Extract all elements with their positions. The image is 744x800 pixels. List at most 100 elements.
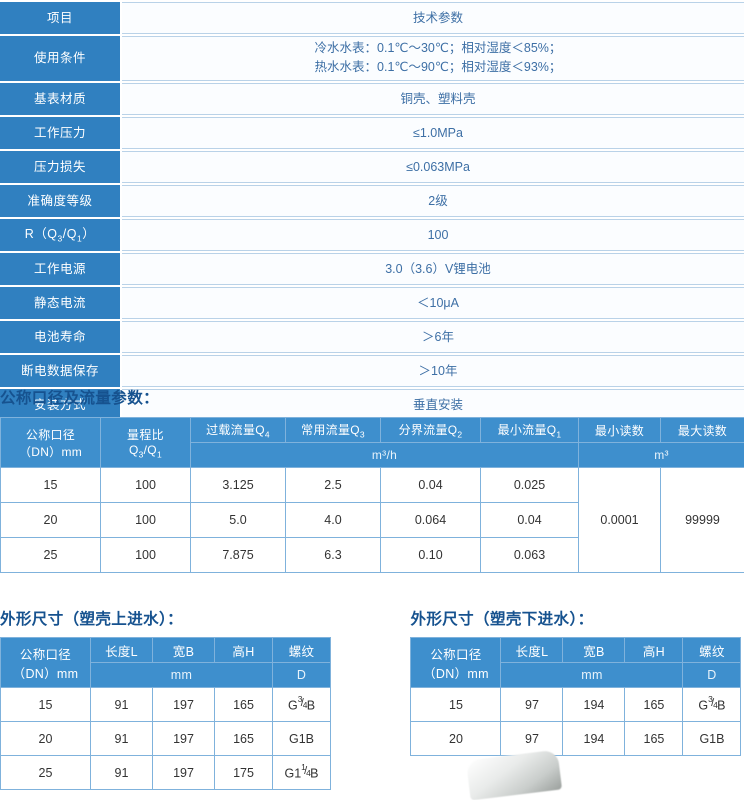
table-row: 断电数据保存 ＞10年 — [0, 355, 744, 387]
header-dn-line2: （DN）mm — [3, 443, 98, 460]
table-row: 工作压力 ≤1.0MPa — [0, 117, 744, 149]
spec-value-battery-life: ＞6年 — [122, 321, 744, 353]
cell-q4: 5.0 — [191, 503, 286, 538]
table-row: 基表材质 铜壳、塑料壳 — [0, 83, 744, 115]
header-thread: 螺纹 — [683, 638, 741, 663]
header-q1-sub: 1 — [556, 429, 561, 439]
header-dn-line2: （DN）mm — [413, 663, 498, 682]
header-height: 高H — [625, 638, 683, 663]
cell-q2: 0.10 — [381, 538, 481, 573]
spec-label-material: 基表材质 — [0, 83, 122, 115]
table-row: 20 97 194 165 G1B — [411, 722, 741, 756]
cell-ratio: 100 — [101, 468, 191, 503]
spec-label-item: 项目 — [0, 2, 122, 34]
cell-max-reading: 99999 — [661, 468, 744, 573]
cell-dn: 15 — [1, 688, 91, 722]
table-row: 压力损失 ≤0.063MPa — [0, 151, 744, 183]
spec-label-conditions: 使用条件 — [0, 36, 122, 81]
cell-dn: 15 — [411, 688, 501, 722]
spec-value-pressure-loss: ≤0.063MPa — [122, 151, 744, 183]
header-q2-sub: 2 — [457, 429, 462, 439]
unit-flow-rate: m³/h — [191, 443, 579, 468]
thread-denominator: 4 — [303, 700, 308, 710]
cell-width: 194 — [563, 688, 625, 722]
header-dn-line2: （DN）mm — [3, 663, 88, 682]
header-height: 高H — [215, 638, 273, 663]
flow-parameters-table: 公称口径 （DN）mm 量程比 Q3/Q1 过载流量Q4 常用流量Q3 分界流量… — [0, 417, 744, 573]
header-overload-flow: 过载流量Q4 — [191, 418, 286, 443]
header-maximum-reading: 最大读数 — [661, 418, 744, 443]
cell-height: 175 — [215, 756, 273, 790]
unit-volume: m³ — [579, 443, 744, 468]
header-minimum-flow: 最小流量Q1 — [481, 418, 579, 443]
cell-height: 165 — [215, 688, 273, 722]
cell-q1: 0.063 — [481, 538, 579, 573]
thread-fraction: 3/4 — [708, 697, 717, 710]
header-width: 宽B — [153, 638, 215, 663]
cell-q3: 2.5 — [286, 468, 381, 503]
cell-width: 197 — [153, 756, 215, 790]
flow-header-row-1: 公称口径 （DN）mm 量程比 Q3/Q1 过载流量Q4 常用流量Q3 分界流量… — [1, 418, 744, 443]
thread-suffix: B — [717, 698, 725, 712]
thread-suffix: B — [310, 766, 318, 780]
thread-fraction: 3/4 — [298, 697, 307, 710]
cell-min-reading: 0.0001 — [579, 468, 661, 573]
cell-q2: 0.064 — [381, 503, 481, 538]
table-row: R（Q3/Q1） 100 — [0, 219, 744, 251]
spec-value-item: 技术参数 — [122, 2, 744, 34]
cell-height: 165 — [625, 722, 683, 756]
header-ratio-line1: 量程比 — [103, 426, 188, 443]
dimensions-top-inlet-table: 公称口径 （DN）mm 长度L 宽B 高H 螺纹 mm D 15 91 1 — [0, 637, 331, 790]
cell-length: 91 — [91, 756, 153, 790]
flow-section-heading: 公称口径及流量参数： — [0, 386, 744, 408]
cell-dn: 25 — [1, 756, 91, 790]
ratio-mid: /Q — [63, 227, 77, 241]
spec-label-accuracy-class: 准确度等级 — [0, 185, 122, 217]
spec-label-battery-life: 电池寿命 — [0, 321, 122, 353]
header-dn-line1: 公称口径 — [3, 644, 88, 663]
spec-value-accuracy-class: 2级 — [122, 185, 744, 217]
ratio-suffix: ） — [82, 227, 95, 241]
cell-dn: 20 — [1, 503, 101, 538]
header-q4-text: 过载流量Q — [206, 423, 265, 437]
spec-label-working-pressure: 工作压力 — [0, 117, 122, 149]
header-nominal-diameter: 公称口径 （DN）mm — [1, 638, 91, 688]
cell-dn: 20 — [1, 722, 91, 756]
thread-denominator: 4 — [306, 768, 311, 778]
ratio-q: Q — [129, 443, 139, 457]
unit-thread-d: D — [683, 663, 741, 688]
spec-label-static-current: 静态电流 — [0, 287, 122, 319]
cell-ratio: 100 — [101, 538, 191, 573]
header-q4-sub: 4 — [265, 429, 270, 439]
cell-width: 197 — [153, 688, 215, 722]
spec-value-static-current: ＜10μA — [122, 287, 744, 319]
flow-parameters-section: 公称口径及流量参数： 公称口径 （DN）mm 量程比 Q3/Q1 过载流量Q4 … — [0, 386, 744, 573]
header-length: 长度L — [91, 638, 153, 663]
spec-label-power-supply: 工作电源 — [0, 253, 122, 285]
cell-q3: 6.3 — [286, 538, 381, 573]
header-range-ratio: 量程比 Q3/Q1 — [101, 418, 191, 468]
thread-prefix: G1 — [284, 766, 301, 780]
header-minimum-reading: 最小读数 — [579, 418, 661, 443]
header-q1-text: 最小流量Q — [498, 423, 557, 437]
ratio-prefix: R（Q — [25, 227, 58, 241]
cell-dn: 20 — [411, 722, 501, 756]
thread-prefix: G — [288, 698, 298, 712]
cell-ratio: 100 — [101, 503, 191, 538]
spec-value-data-retention: ＞10年 — [122, 355, 744, 387]
conditions-cold-line: 冷水水表：0.1℃～30℃；相对湿度＜85%； — [126, 39, 744, 58]
specification-table: 项目 技术参数 使用条件 冷水水表：0.1℃～30℃；相对湿度＜85%； 热水水… — [0, 0, 744, 423]
cell-dn: 25 — [1, 538, 101, 573]
cell-length: 97 — [501, 722, 563, 756]
spec-value-conditions: 冷水水表：0.1℃～30℃；相对湿度＜85%； 热水水表：0.1℃～90℃；相对… — [122, 36, 744, 81]
cell-q1: 0.025 — [481, 468, 579, 503]
header-length: 长度L — [501, 638, 563, 663]
spec-value-ratio-r: 100 — [122, 219, 744, 251]
cell-width: 197 — [153, 722, 215, 756]
cell-thread: G1B — [683, 722, 741, 756]
dimensions-bottom-inlet-table: 公称口径 （DN）mm 长度L 宽B 高H 螺纹 mm D 15 97 1 — [410, 637, 741, 756]
cell-length: 97 — [501, 688, 563, 722]
